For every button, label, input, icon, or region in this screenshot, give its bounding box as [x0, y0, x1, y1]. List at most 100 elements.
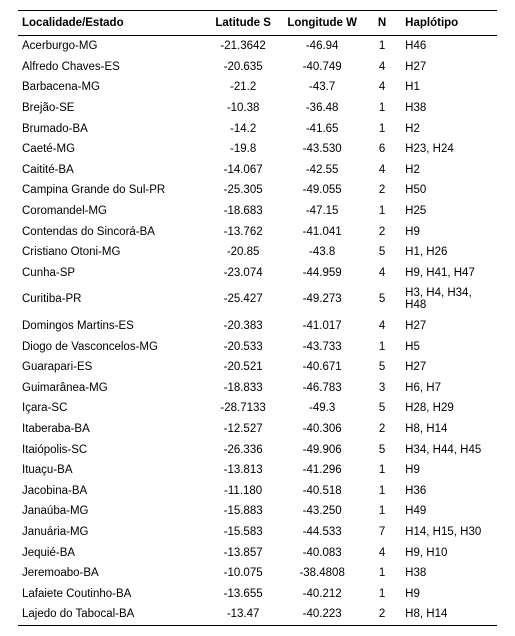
cell-locality: Itaiópolis-SC [18, 439, 205, 460]
table-row: Caeté-MG-19.8-43.5306H23, H24 [18, 139, 497, 160]
cell-longitude: -41.017 [281, 316, 362, 337]
cell-longitude: -46.94 [281, 36, 362, 57]
table-row: Jacobina-BA-11.180-40.5181H36 [18, 480, 497, 501]
cell-longitude: -41.296 [281, 460, 362, 481]
cell-latitude: -25.305 [205, 180, 282, 201]
cell-haplotype: H9 [401, 221, 497, 242]
cell-n: 1 [363, 118, 401, 139]
cell-locality: Brejão-SE [18, 98, 205, 119]
cell-longitude: -43.733 [281, 336, 362, 357]
cell-latitude: -19.8 [205, 139, 282, 160]
header-haplotype: Haplótipo [401, 11, 497, 36]
cell-longitude: -40.518 [281, 480, 362, 501]
table-row: Acerburgo-MG-21.3642-46.941H46 [18, 36, 497, 57]
cell-n: 4 [363, 77, 401, 98]
cell-locality: Jequié-BA [18, 542, 205, 563]
cell-longitude: -47.15 [281, 201, 362, 222]
table-body: Acerburgo-MG-21.3642-46.941H46Alfredo Ch… [18, 36, 497, 626]
cell-haplotype: H9, H10 [401, 542, 497, 563]
header-longitude: Longitude W [281, 11, 362, 36]
table-row: Janaúba-MG-15.883-43.2501H49 [18, 501, 497, 522]
cell-latitude: -12.527 [205, 419, 282, 440]
cell-latitude: -23.074 [205, 263, 282, 284]
cell-haplotype: H8, H14 [401, 604, 497, 625]
cell-haplotype: H2 [401, 118, 497, 139]
table-row: Itaberaba-BA-12.527-40.3062H8, H14 [18, 419, 497, 440]
cell-haplotype: H27 [401, 357, 497, 378]
cell-n: 2 [363, 604, 401, 625]
header-latitude: Latitude S [205, 11, 282, 36]
cell-n: 4 [363, 57, 401, 78]
cell-n: 6 [363, 139, 401, 160]
cell-longitude: -43.7 [281, 77, 362, 98]
cell-locality: Jacobina-BA [18, 480, 205, 501]
cell-n: 2 [363, 419, 401, 440]
table-row: Itaiópolis-SC-26.336-49.9065H34, H44, H4… [18, 439, 497, 460]
cell-haplotype: H38 [401, 98, 497, 119]
cell-haplotype: H14, H15, H30 [401, 522, 497, 543]
cell-n: 2 [363, 180, 401, 201]
cell-n: 7 [363, 522, 401, 543]
cell-latitude: -28.7133 [205, 398, 282, 419]
cell-haplotype: H38 [401, 563, 497, 584]
cell-longitude: -44.959 [281, 263, 362, 284]
cell-longitude: -42.55 [281, 160, 362, 181]
cell-n: 1 [363, 501, 401, 522]
cell-haplotype: H3, H4, H34, H48 [401, 283, 497, 316]
cell-locality: Alfredo Chaves-ES [18, 57, 205, 78]
cell-haplotype: H9 [401, 460, 497, 481]
cell-n: 5 [363, 398, 401, 419]
cell-locality: Brumado-BA [18, 118, 205, 139]
cell-longitude: -41.65 [281, 118, 362, 139]
cell-longitude: -40.083 [281, 542, 362, 563]
table-row: Diogo de Vasconcelos-MG-20.533-43.7331H5 [18, 336, 497, 357]
cell-n: 4 [363, 542, 401, 563]
cell-n: 1 [363, 201, 401, 222]
table-row: Barbacena-MG-21.2-43.74H1 [18, 77, 497, 98]
table-row: Ituaçu-BA-13.813-41.2961H9 [18, 460, 497, 481]
cell-latitude: -25.427 [205, 283, 282, 316]
cell-n: 5 [363, 439, 401, 460]
data-table: Localidade/Estado Latitude S Longitude W… [18, 10, 497, 626]
cell-haplotype: H36 [401, 480, 497, 501]
cell-n: 1 [363, 563, 401, 584]
cell-locality: Guimarânea-MG [18, 378, 205, 399]
cell-latitude: -13.857 [205, 542, 282, 563]
cell-locality: Jeremoabo-BA [18, 563, 205, 584]
cell-n: 5 [363, 283, 401, 316]
cell-haplotype: H6, H7 [401, 378, 497, 399]
cell-longitude: -44.533 [281, 522, 362, 543]
cell-haplotype: H27 [401, 316, 497, 337]
table-row: Domingos Martins-ES-20.383-41.0174H27 [18, 316, 497, 337]
table-row: Içara-SC-28.7133-49.35H28, H29 [18, 398, 497, 419]
cell-haplotype: H9, H41, H47 [401, 263, 497, 284]
cell-latitude: -10.38 [205, 98, 282, 119]
cell-latitude: -20.383 [205, 316, 282, 337]
cell-longitude: -46.783 [281, 378, 362, 399]
cell-locality: Coromandel-MG [18, 201, 205, 222]
table-row: Coromandel-MG-18.683-47.151H25 [18, 201, 497, 222]
cell-locality: Lajedo do Tabocal-BA [18, 604, 205, 625]
cell-haplotype: H50 [401, 180, 497, 201]
cell-latitude: -11.180 [205, 480, 282, 501]
cell-locality: Campina Grande do Sul-PR [18, 180, 205, 201]
table-row: Brumado-BA-14.2-41.651H2 [18, 118, 497, 139]
cell-haplotype: H46 [401, 36, 497, 57]
cell-haplotype: H25 [401, 201, 497, 222]
table-row: Brejão-SE-10.38-36.481H38 [18, 98, 497, 119]
cell-latitude: -21.2 [205, 77, 282, 98]
cell-longitude: -49.055 [281, 180, 362, 201]
table-row: Guimarânea-MG-18.833-46.7833H6, H7 [18, 378, 497, 399]
table-container: Localidade/Estado Latitude S Longitude W… [0, 0, 515, 636]
cell-longitude: -43.8 [281, 242, 362, 263]
cell-latitude: -13.813 [205, 460, 282, 481]
table-row: Januária-MG-15.583-44.5337H14, H15, H30 [18, 522, 497, 543]
header-row: Localidade/Estado Latitude S Longitude W… [18, 11, 497, 36]
cell-longitude: -41.041 [281, 221, 362, 242]
table-row: Contendas do Sincorá-BA-13.762-41.0412H9 [18, 221, 497, 242]
cell-longitude: -40.671 [281, 357, 362, 378]
cell-haplotype: H28, H29 [401, 398, 497, 419]
cell-haplotype: H49 [401, 501, 497, 522]
cell-n: 1 [363, 336, 401, 357]
cell-latitude: -13.762 [205, 221, 282, 242]
